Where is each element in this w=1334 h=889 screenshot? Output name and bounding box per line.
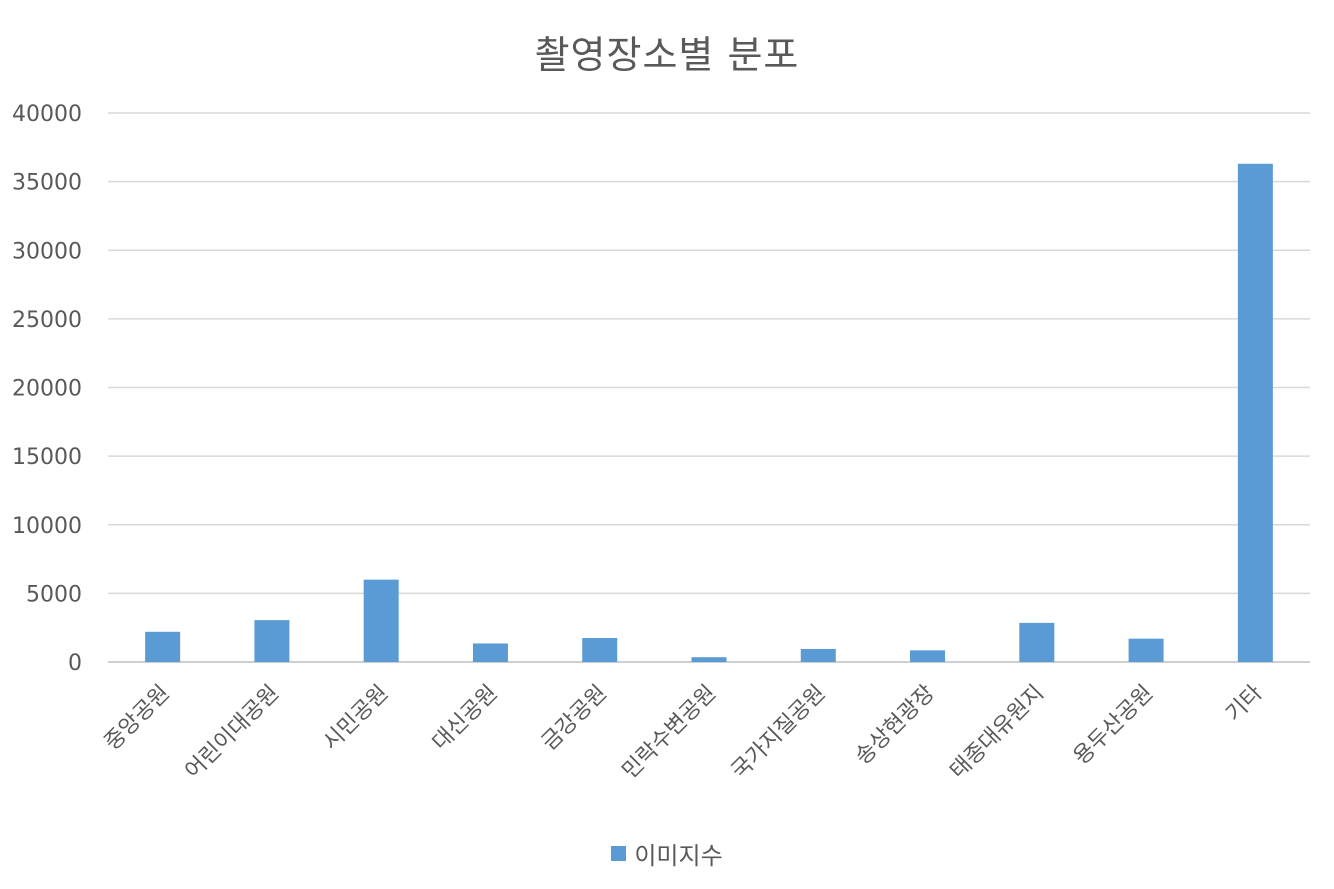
bar xyxy=(254,620,290,662)
y-tick-label: 5000 xyxy=(26,582,82,607)
bar xyxy=(472,643,508,662)
y-tick-label: 30000 xyxy=(12,239,82,264)
bar xyxy=(691,657,727,662)
bars xyxy=(145,163,1273,662)
y-tick-label: 20000 xyxy=(12,377,82,402)
x-tick-label: 국가지질공원 xyxy=(727,681,831,785)
x-tick-label: 민락수변공원 xyxy=(618,681,722,785)
bar xyxy=(1019,622,1055,662)
chart-title: 촬영장소별 분포 xyxy=(534,33,800,77)
bar xyxy=(363,579,399,662)
y-tick-label: 35000 xyxy=(12,171,82,196)
y-tick-label: 10000 xyxy=(12,514,82,539)
x-tick-label: 송상현광장 xyxy=(851,681,940,770)
x-axis-ticks: 중앙공원 어린이대공원 시민공원 대신공원 금강공원 민락수변공원 국가지질공원 송상현광장 태… xyxy=(100,681,1268,785)
legend-swatch xyxy=(611,846,627,861)
legend-label: 이미지수 xyxy=(634,842,723,870)
bar xyxy=(1128,638,1164,662)
x-tick-label: 용두산공원 xyxy=(1069,681,1158,770)
bar xyxy=(582,637,618,662)
bar xyxy=(145,631,181,662)
x-tick-label: 금강공원 xyxy=(537,681,612,756)
y-axis-ticks: 0 5000 10000 15000 20000 25000 30000 35000 40000 xyxy=(12,102,82,676)
bar xyxy=(1237,163,1273,662)
x-tick-label: 시민공원 xyxy=(318,681,393,756)
bar xyxy=(910,650,946,662)
y-tick-label: 15000 xyxy=(12,445,82,470)
legend: 이미지수 xyxy=(0,836,1334,871)
gridlines xyxy=(108,112,1310,663)
x-tick-label: 어린이대공원 xyxy=(181,681,285,785)
y-tick-label: 40000 xyxy=(12,102,82,127)
x-tick-label: 대신공원 xyxy=(428,681,503,756)
x-tick-label: 태종대유원지 xyxy=(946,681,1050,785)
bar xyxy=(800,648,836,662)
y-tick-label: 0 xyxy=(68,651,82,676)
y-tick-label: 25000 xyxy=(12,308,82,333)
x-tick-label: 기타 xyxy=(1221,681,1267,727)
x-tick-label: 중앙공원 xyxy=(100,681,175,756)
